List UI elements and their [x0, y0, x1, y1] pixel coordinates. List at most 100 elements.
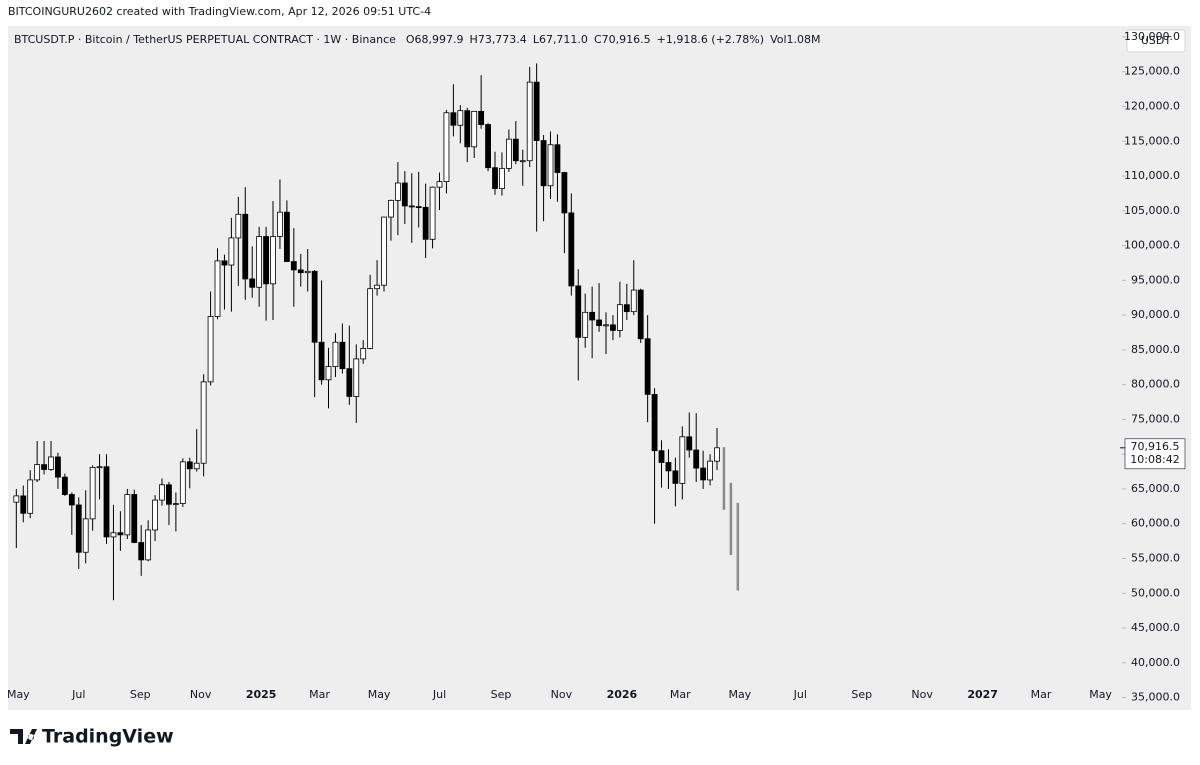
x-tick-label: May — [368, 688, 391, 701]
candle-body — [207, 316, 214, 383]
candle-body — [512, 138, 519, 162]
candle-body — [138, 542, 145, 561]
candle-body — [110, 532, 117, 538]
x-tick-label: Nov — [911, 688, 933, 701]
candle-body — [270, 236, 276, 285]
candle-body — [61, 476, 68, 495]
candle-body — [263, 236, 269, 285]
candle-body — [353, 358, 360, 397]
credit: BITCOINGURU2602 created with TradingView… — [8, 5, 431, 18]
candle-body — [505, 138, 512, 169]
y-tick-label: 115,000.0 — [1124, 134, 1180, 147]
candle-body — [172, 503, 179, 505]
candle-body — [277, 211, 283, 237]
x-tick-label: 2025 — [246, 688, 277, 701]
candle-body — [388, 199, 394, 218]
candle-body — [166, 484, 172, 505]
candle-body — [75, 504, 82, 553]
candle-body — [68, 494, 75, 506]
candle-body — [228, 237, 235, 266]
candle-body — [450, 112, 457, 126]
candle-body — [707, 460, 713, 481]
candle-body — [145, 529, 152, 561]
candle-body — [374, 284, 380, 290]
candle-body — [658, 450, 665, 463]
candle-body — [339, 341, 346, 370]
candle-body — [471, 110, 478, 148]
candle-body — [297, 269, 304, 274]
candle-body — [131, 494, 138, 543]
candle-body — [256, 236, 263, 288]
legend-value: C70,916.5 — [594, 33, 651, 46]
candle-body — [311, 270, 318, 343]
candle-body — [672, 470, 679, 484]
candle-body — [457, 110, 464, 126]
candle-body — [540, 140, 547, 187]
candle-body — [485, 124, 491, 169]
x-tick-label: 2027 — [967, 688, 998, 701]
candle-body — [637, 289, 644, 340]
x-tick-label: May — [1089, 688, 1112, 701]
candle-body — [651, 393, 658, 452]
y-tick-label: 75,000.0 — [1131, 412, 1180, 425]
candle-body — [589, 311, 596, 321]
y-tick-label: 100,000.0 — [1124, 239, 1180, 252]
candle-body — [318, 341, 325, 381]
currency-button[interactable] — [1126, 29, 1186, 53]
candle-body — [117, 532, 124, 536]
candle-body — [249, 278, 256, 288]
logo: TradingView — [10, 726, 174, 748]
candle-body — [575, 285, 582, 338]
candle-body — [159, 484, 165, 501]
y-tick-label: 105,000.0 — [1124, 204, 1180, 217]
x-tick-label: Sep — [491, 688, 512, 701]
candle-body — [693, 449, 700, 469]
ohlc-legend: O68,997.9 H73,773.4 L67,711.0 C70,916.5 +1,9… — [406, 33, 821, 46]
candle-body — [304, 270, 311, 274]
legend-value: O68,997.9 — [406, 33, 464, 46]
candle-body — [179, 461, 186, 504]
candle-body — [630, 289, 637, 313]
candle-body — [568, 212, 575, 287]
candle-body — [429, 186, 436, 240]
candle-body — [221, 260, 228, 266]
candle-body — [394, 182, 401, 201]
candle-body — [34, 464, 41, 481]
x-tick-label: Sep — [130, 688, 151, 701]
candle-body — [242, 213, 249, 280]
currency-label[interactable]: USDT — [1141, 34, 1172, 47]
candle-body — [679, 436, 686, 484]
candle-body — [582, 311, 589, 338]
y-tick-label: 125,000.0 — [1124, 65, 1180, 78]
candle-body — [561, 172, 568, 214]
candle-body — [290, 261, 297, 271]
candle-body — [623, 304, 630, 313]
y-tick-label: 35,000.0 — [1131, 691, 1180, 704]
y-tick-label: 60,000.0 — [1131, 517, 1180, 530]
y-tick-label: 55,000.0 — [1131, 551, 1180, 564]
x-tick-label: Sep — [851, 688, 872, 701]
candle-body — [610, 324, 616, 331]
candle-body — [415, 206, 422, 209]
candle-body — [55, 456, 61, 478]
candle-body — [82, 518, 89, 553]
candle-body — [492, 167, 498, 189]
legend-value: L67,711.0 — [533, 33, 588, 46]
y-tick-label: 90,000.0 — [1131, 308, 1180, 321]
chart-panel — [8, 26, 1191, 710]
x-tick-label: Mar — [670, 688, 691, 701]
candle-body — [283, 211, 290, 262]
candle-body — [464, 110, 471, 148]
candle-body — [519, 160, 526, 163]
candle-body — [200, 381, 207, 464]
chart-title: BTCUSDT.P · Bitcoin / TetherUS PERPETUAL… — [14, 33, 396, 46]
candle-body — [478, 110, 485, 125]
y-tick-label: 95,000.0 — [1131, 273, 1180, 286]
candle-body — [547, 144, 554, 187]
candle-body — [665, 462, 672, 472]
candle-body — [332, 341, 339, 367]
candle-body — [401, 182, 408, 207]
candle-body — [554, 144, 561, 173]
y-tick-label: 85,000.0 — [1131, 343, 1180, 356]
